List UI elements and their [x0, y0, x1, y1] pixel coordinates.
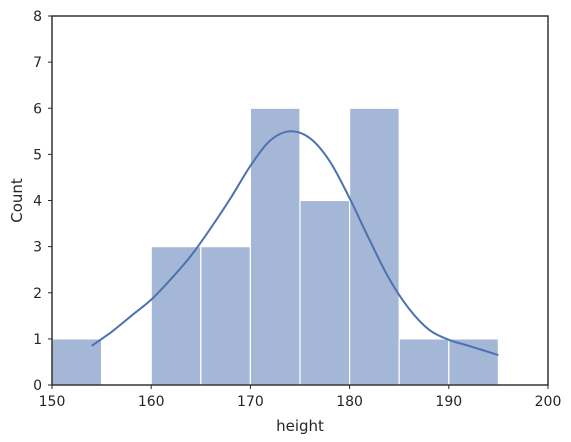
y-axis-label: Count	[8, 178, 26, 223]
x-tick-label-190: 190	[435, 394, 462, 410]
y-tick-label-4: 4	[33, 194, 42, 210]
kde-curve	[91, 130, 499, 356]
y-tick-label-0: 0	[33, 378, 42, 394]
histogram-bar-6	[349, 107, 400, 386]
y-tick-label-2: 2	[33, 286, 42, 302]
bars-layer	[51, 107, 499, 386]
histogram-bar-7	[398, 338, 450, 386]
histogram-bar-5	[299, 199, 351, 386]
x-tick-label-150: 150	[39, 394, 66, 410]
x-tick-label-180: 180	[336, 394, 363, 410]
x-tick-label-160: 160	[138, 394, 165, 410]
histogram-bar-3	[200, 246, 252, 386]
histogram-bar-4	[249, 107, 301, 386]
y-axis-ticks: 0 1 2 3 4 5 6 7 8	[33, 9, 52, 394]
y-tick-label-5: 5	[33, 147, 42, 163]
y-tick-label-7: 7	[33, 55, 42, 71]
histogram-bar-2	[150, 246, 202, 386]
histogram-bar-8	[448, 338, 499, 386]
x-axis-label: height	[276, 417, 324, 435]
y-tick-label-1: 1	[33, 332, 42, 348]
x-axis-ticks: 150 160 170 180 190 200	[39, 385, 562, 410]
histogram-bar-0	[51, 338, 103, 386]
x-tick-label-200: 200	[535, 394, 562, 410]
x-tick-label-170: 170	[237, 394, 264, 410]
y-tick-label-6: 6	[33, 101, 42, 117]
y-tick-label-3: 3	[33, 240, 42, 256]
y-tick-label-8: 8	[33, 9, 42, 25]
